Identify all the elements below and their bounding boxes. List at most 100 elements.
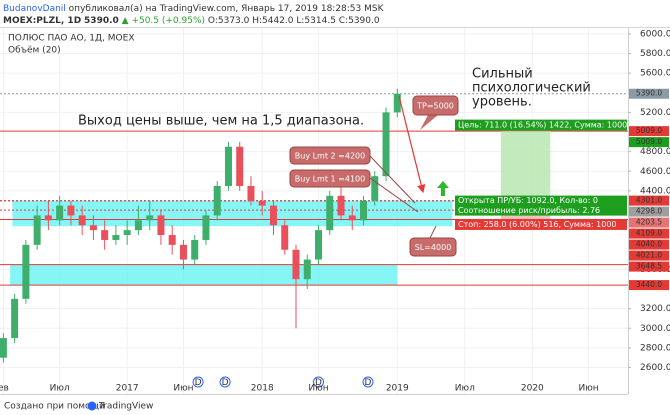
price-tag: 5009.0 <box>629 126 669 137</box>
price-tag-box <box>629 239 669 250</box>
author: BudanovDanil <box>3 4 66 14</box>
x-tick-label: Июл <box>455 384 475 394</box>
event-marker <box>219 376 231 388</box>
footer-text: Создано при помощи <box>4 402 105 412</box>
candle-body <box>348 215 356 221</box>
up-arrow <box>437 181 449 196</box>
candle-body <box>22 244 30 299</box>
callout-text: Buy Lmt 2 =4200 <box>295 152 365 161</box>
symbol-line: MOEX:PLZL, 1D 5390.0 ▲ +50.5 (+0.95%) O:… <box>3 16 380 26</box>
last-price: 5390.0 <box>84 16 119 26</box>
callout-text: Buy Lmt 1 =4100 <box>295 175 365 184</box>
price-tag-box <box>629 250 669 261</box>
callout-text: TP=5000 <box>416 102 454 111</box>
candle-body <box>326 195 334 231</box>
y-tick-label: 2600.0 <box>640 363 670 373</box>
x-tick-label: 2018 <box>251 384 274 394</box>
event-marker <box>362 376 374 388</box>
callout: SL=4000 <box>409 225 457 257</box>
price-tag-box <box>629 126 669 137</box>
price-tag-box <box>629 206 669 217</box>
open-label-box <box>455 195 627 216</box>
y-tick-label: 4400.0 <box>640 186 670 196</box>
y-tick-label: 4800.0 <box>640 147 670 157</box>
candle-body <box>191 239 199 260</box>
candle-body <box>337 195 345 216</box>
price-tag-label: 5009.0 <box>636 126 662 135</box>
annotation: психологический <box>472 81 591 96</box>
price-tag: 4109.0 <box>629 228 669 239</box>
price-tag: 4298.0 <box>629 206 669 217</box>
price-tag: 5390.0 <box>629 88 669 99</box>
candle-body <box>315 230 323 260</box>
price-tag-label: 3648.5 <box>636 262 662 271</box>
x-tick-label: 2019 <box>386 384 409 394</box>
callout-box <box>289 169 371 188</box>
y-tick-label: 3200.0 <box>640 304 670 314</box>
publish-line: BudanovDanil опубликовал(а) на TradingVi… <box>3 4 385 14</box>
price-tag: 4040.0 <box>629 239 669 250</box>
price-tag-box <box>629 217 669 228</box>
position-layer: Цель: 711.0 (16.54%) 1422, Сумма: 1000 От… <box>455 119 627 230</box>
callout: Buy Lmt 1 =4100 <box>289 169 419 213</box>
open-label: Открыта ПР/УБ: 1092.0, Кол-во: 0 <box>458 196 598 205</box>
candle-body <box>224 146 232 186</box>
price-tag-label: 5009.0 <box>636 137 662 146</box>
x-tick-label: Июн <box>173 384 193 394</box>
candle-body <box>360 200 368 221</box>
y-tick-label: 2800.0 <box>640 343 670 353</box>
candle-body <box>33 215 41 245</box>
candle-body <box>11 298 19 339</box>
candle-body <box>56 205 64 221</box>
volume-title: Объём (20) <box>8 46 61 56</box>
zone-layer <box>10 200 453 286</box>
candle-body <box>89 225 97 231</box>
y-tick-label: 4600.0 <box>640 167 670 177</box>
event-label: D <box>195 378 202 388</box>
candle-body <box>236 146 244 186</box>
candle-body <box>134 220 142 231</box>
event-marker <box>192 376 204 388</box>
publish-info: опубликовал(а) на TradingView.com, Январ… <box>69 4 385 14</box>
event-label: D <box>222 378 229 388</box>
x-tick-label: 2020 <box>521 384 544 394</box>
event-label: D <box>365 378 372 388</box>
price-tag-box <box>629 88 669 99</box>
x-tick-label: 2017 <box>116 384 139 394</box>
target-label-box <box>455 119 627 131</box>
price-tag: 4021.0 <box>629 250 669 261</box>
price-tag-box <box>629 228 669 239</box>
stop-label-box <box>455 218 627 230</box>
candle-body <box>179 244 187 260</box>
price-tag-label: 3440.0 <box>636 280 662 289</box>
annotation: Выход цены выше, чем на 1,5 диапазона. <box>78 114 364 129</box>
ohlc: O:5373.0 H:5442.0 L:5314.5 C:5390.0 <box>208 16 380 26</box>
price-tag: 4203.5 <box>629 217 669 228</box>
price-tag: 4301.0 <box>629 195 669 206</box>
x-tick-label: ев <box>0 384 9 394</box>
logo-text[interactable]: TradingView <box>98 402 153 412</box>
zone <box>10 264 398 286</box>
candle-body <box>146 215 154 221</box>
callout-pointer <box>369 177 419 213</box>
x-tick-label: Июн <box>308 384 328 394</box>
price-tag-label: 4109.0 <box>636 229 662 238</box>
stop-label: Стоп: 258.0 (6.00%) 516, Сумма: 1000 <box>458 220 617 229</box>
candle-body <box>382 112 390 177</box>
candle-body <box>123 230 131 236</box>
callout-box <box>412 95 459 116</box>
forecast-arrow <box>398 95 426 194</box>
zone <box>12 200 453 227</box>
event-label: D <box>315 378 322 388</box>
callout-text: SL=4000 <box>415 243 452 252</box>
candle-body <box>101 230 109 240</box>
candle-body <box>213 185 221 216</box>
x-tick-label: Июн <box>579 384 599 394</box>
y-tick-label: 5200.0 <box>640 108 670 118</box>
callout: Buy Lmt 2 =4200 <box>289 146 416 204</box>
candle-body <box>112 235 120 240</box>
callout-box <box>409 237 457 257</box>
